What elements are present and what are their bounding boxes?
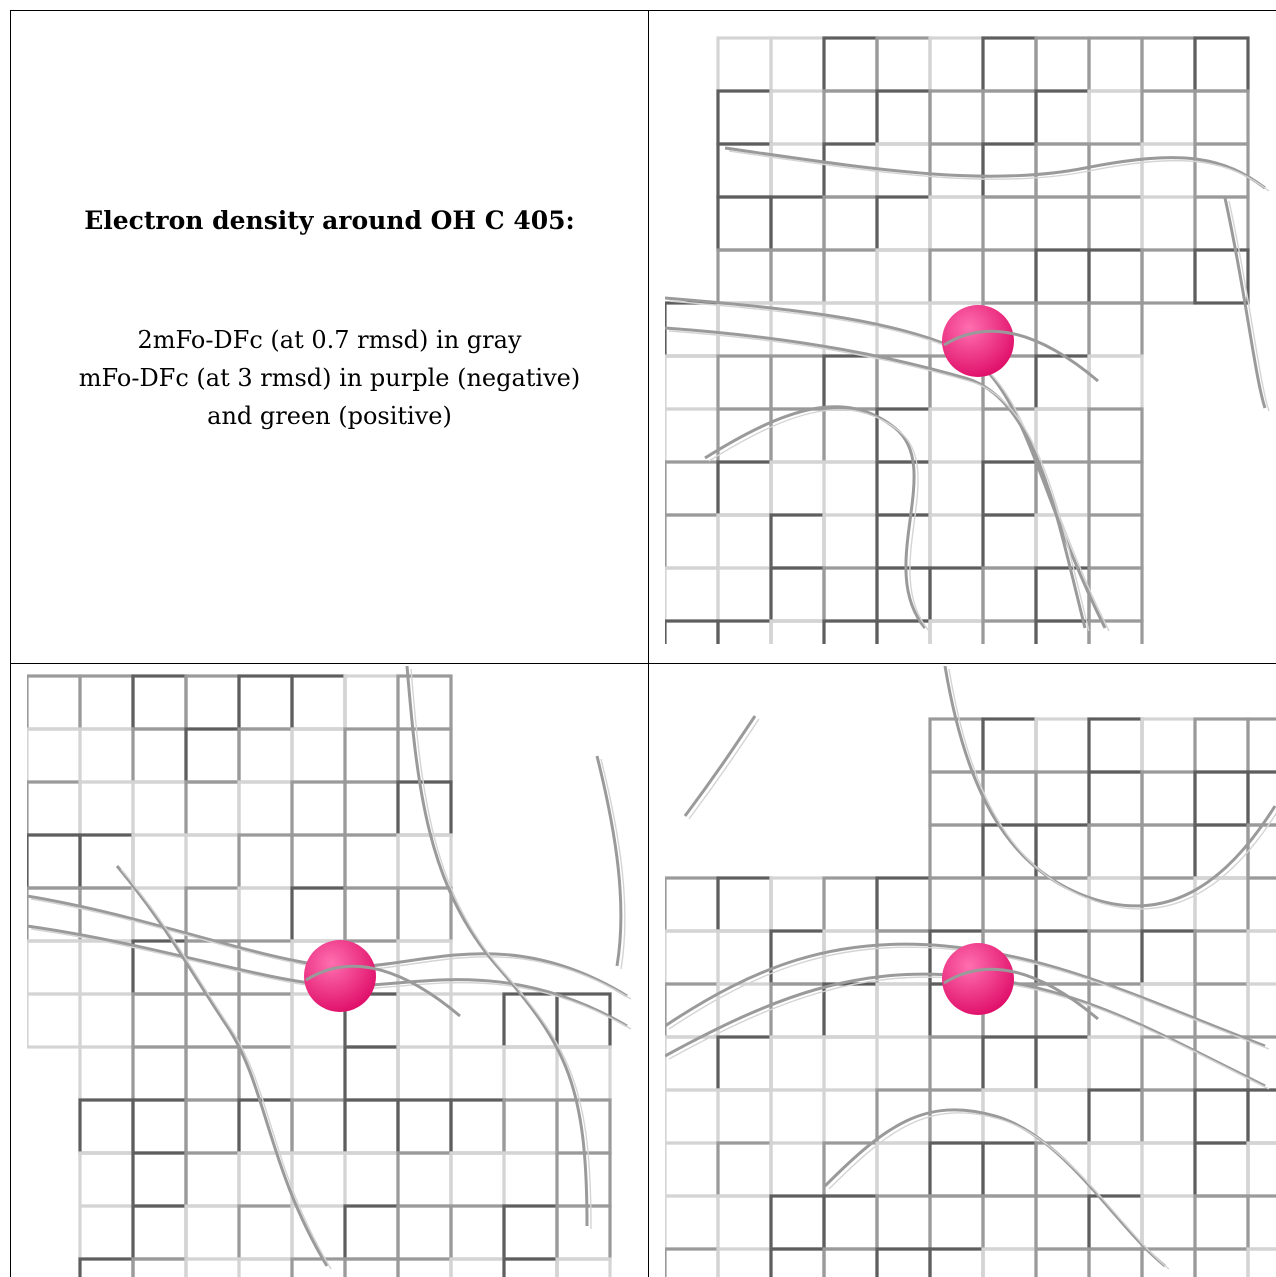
figure-table: Electron density around OH C 405: 2mFo-D…	[10, 10, 1276, 1277]
atom-sphere	[304, 940, 376, 1012]
caption-title: Electron density around OH C 405:	[84, 206, 575, 235]
caption-line-3: and green (positive)	[207, 402, 452, 430]
caption-cell: Electron density around OH C 405: 2mFo-D…	[11, 11, 648, 663]
mesh-grid	[665, 36, 1250, 644]
density-mesh-bottom-right	[665, 666, 1276, 1277]
table-border-left	[10, 10, 11, 1277]
density-view-top-right	[665, 28, 1276, 644]
caption-description: 2mFo-DFc (at 0.7 rmsd) in gray mFo-DFc (…	[11, 321, 648, 435]
density-view-bottom-right	[665, 666, 1276, 1277]
mesh-grid	[27, 674, 612, 1277]
density-mesh-bottom-left	[27, 666, 632, 1277]
density-mesh-top-right	[665, 36, 1270, 644]
density-view-bottom-left	[27, 666, 633, 1277]
caption-line-1: 2mFo-DFc (at 0.7 rmsd) in gray	[137, 326, 522, 354]
mesh-curves	[665, 146, 1270, 632]
atom-sphere	[942, 943, 1014, 1015]
table-border-middle	[10, 663, 1276, 664]
mesh-grid	[665, 717, 1276, 1277]
caption-line-2: mFo-DFc (at 3 rmsd) in purple (negative)	[78, 364, 581, 392]
table-border-center	[648, 10, 649, 1277]
atom-sphere	[942, 305, 1014, 377]
mesh-curves	[665, 666, 1276, 1270]
table-border-top	[10, 10, 1276, 11]
